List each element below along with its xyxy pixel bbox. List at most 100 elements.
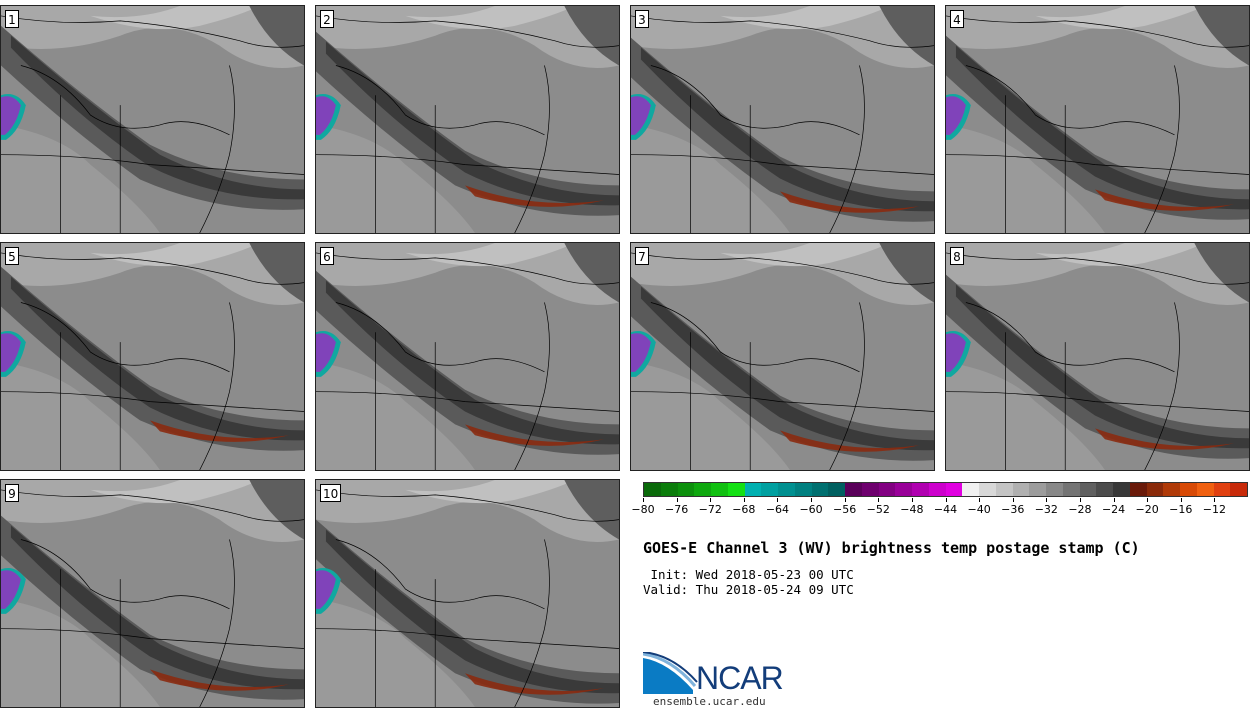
- colorbar-swatch: [727, 483, 745, 496]
- water-vapor-map: [946, 6, 1249, 233]
- colorbar-tick: [1147, 498, 1149, 502]
- water-vapor-map: [1, 6, 304, 233]
- postage-stamp-panel: 7: [630, 242, 935, 471]
- colorbar-tick: [676, 498, 678, 502]
- postage-stamp-panel: 8: [945, 242, 1250, 471]
- colorbar-swatch: [861, 483, 879, 496]
- colorbar-swatch: [845, 483, 862, 496]
- colorbar-tick-label: −64: [765, 503, 790, 516]
- postage-stamp-panel: 9: [0, 479, 305, 708]
- panel-number: 5: [5, 247, 19, 265]
- colorbar-swatch: [744, 483, 762, 496]
- colorbar-swatch: [1113, 483, 1130, 496]
- colorbar-tick: [811, 498, 813, 502]
- colorbar-tick-label: −48: [900, 503, 924, 516]
- panel-number: 7: [635, 247, 649, 265]
- water-vapor-map: [1, 243, 304, 470]
- colorbar-swatch: [828, 483, 845, 496]
- colorbar-swatch: [1079, 483, 1097, 496]
- colorbar-swatch: [694, 483, 711, 496]
- panel-number: 10: [320, 484, 342, 502]
- init-time: Init: Wed 2018-05-23 00 UTC: [643, 567, 854, 582]
- water-vapor-map: [316, 243, 619, 470]
- colorbar-tick-label: −76: [665, 503, 689, 516]
- colorbar-tick-label: −32: [1034, 503, 1058, 516]
- colorbar-tick-label: −80: [631, 503, 655, 516]
- colorbar-tick-label: −44: [933, 503, 958, 516]
- colorbar-swatch: [761, 483, 778, 496]
- colorbar-swatch: [945, 483, 963, 496]
- colorbar-swatch: [912, 483, 929, 496]
- ensemble-url[interactable]: ensemble.ucar.edu: [653, 695, 766, 708]
- colorbar-tick-label: −40: [967, 503, 991, 516]
- colorbar-tick-label: −36: [1001, 503, 1025, 516]
- colorbar-swatch: [711, 483, 728, 496]
- colorbar-tick-label: −20: [1135, 503, 1159, 516]
- colorbar-tick: [1046, 498, 1048, 502]
- colorbar-swatch: [644, 483, 661, 496]
- colorbar-swatch: [979, 483, 996, 496]
- colorbar-swatch: [895, 483, 912, 496]
- colorbar-swatch: [811, 483, 829, 496]
- colorbar-swatch: [878, 483, 896, 496]
- postage-stamp-panel: 4: [945, 5, 1250, 234]
- colorbar-swatch: [1046, 483, 1063, 496]
- colorbar-swatch: [1213, 483, 1231, 496]
- postage-stamp-panel: 6: [315, 242, 620, 471]
- colorbar-tick: [1079, 498, 1081, 502]
- colorbar-swatch: [1062, 483, 1080, 496]
- colorbar-swatch: [1180, 483, 1197, 496]
- water-vapor-map: [1, 480, 304, 707]
- colorbar-tick: [743, 498, 745, 502]
- colorbar-swatch: [778, 483, 795, 496]
- colorbar-tick-label: −56: [833, 503, 857, 516]
- colorbar-tick: [643, 498, 644, 502]
- plot-title: GOES-E Channel 3 (WV) brightness temp po…: [643, 539, 1140, 557]
- colorbar-tick: [777, 498, 779, 502]
- colorbar-tick: [1012, 498, 1014, 502]
- colorbar-tick-label: −12: [1202, 503, 1226, 516]
- colorbar-tick-label: −68: [732, 503, 756, 516]
- colorbar-tick: [710, 498, 712, 502]
- colorbar-tick: [1113, 498, 1115, 502]
- colorbar-swatch: [1163, 483, 1180, 496]
- colorbar-tick-label: −60: [799, 503, 823, 516]
- colorbar-tick: [1180, 498, 1182, 502]
- colorbar-swatch: [1012, 483, 1030, 496]
- postage-stamp-panel: 5: [0, 242, 305, 471]
- postage-stamp-panel: 1: [0, 5, 305, 234]
- water-vapor-map: [631, 243, 934, 470]
- colorbar-swatch: [794, 483, 812, 496]
- water-vapor-map: [946, 243, 1249, 470]
- colorbar-tick-label: −28: [1068, 503, 1092, 516]
- colorbar-swatch: [962, 483, 979, 496]
- water-vapor-map: [316, 6, 619, 233]
- valid-time: Valid: Thu 2018-05-24 09 UTC: [643, 582, 854, 597]
- colorbar-tick: [979, 498, 981, 502]
- panel-number: 2: [320, 10, 334, 28]
- panel-number: 6: [320, 247, 334, 265]
- panel-number: 3: [635, 10, 649, 28]
- postage-stamp-panel: 2: [315, 5, 620, 234]
- colorbar-tick-label: −16: [1169, 503, 1193, 516]
- colorbar-swatch: [995, 483, 1013, 496]
- ncar-logo-icon: [643, 652, 698, 694]
- colorbar-ticks: −80 −76 −72 −68 −64 −60 −56 −52 −48 −44 −40 −36 −32−…: [631, 498, 1248, 518]
- colorbar-swatch: [1129, 483, 1147, 496]
- colorbar-tick: [878, 498, 880, 502]
- colorbar-tick: [1214, 498, 1216, 502]
- water-vapor-map: [631, 6, 934, 233]
- colorbar-swatch: [928, 483, 946, 496]
- panel-number: 4: [950, 10, 964, 28]
- colorbar-tick-label: −52: [866, 503, 890, 516]
- postage-stamp-panel: 3: [630, 5, 935, 234]
- water-vapor-map: [316, 480, 619, 707]
- colorbar-swatch: [1029, 483, 1046, 496]
- panel-number: 9: [5, 484, 19, 502]
- panel-number: 1: [5, 10, 19, 28]
- colorbar-swatch: [660, 483, 678, 496]
- colorbar-tick: [844, 498, 846, 502]
- panel-number: 8: [950, 247, 964, 265]
- colorbar-swatch: [1146, 483, 1164, 496]
- colorbar-swatch: [1096, 483, 1113, 496]
